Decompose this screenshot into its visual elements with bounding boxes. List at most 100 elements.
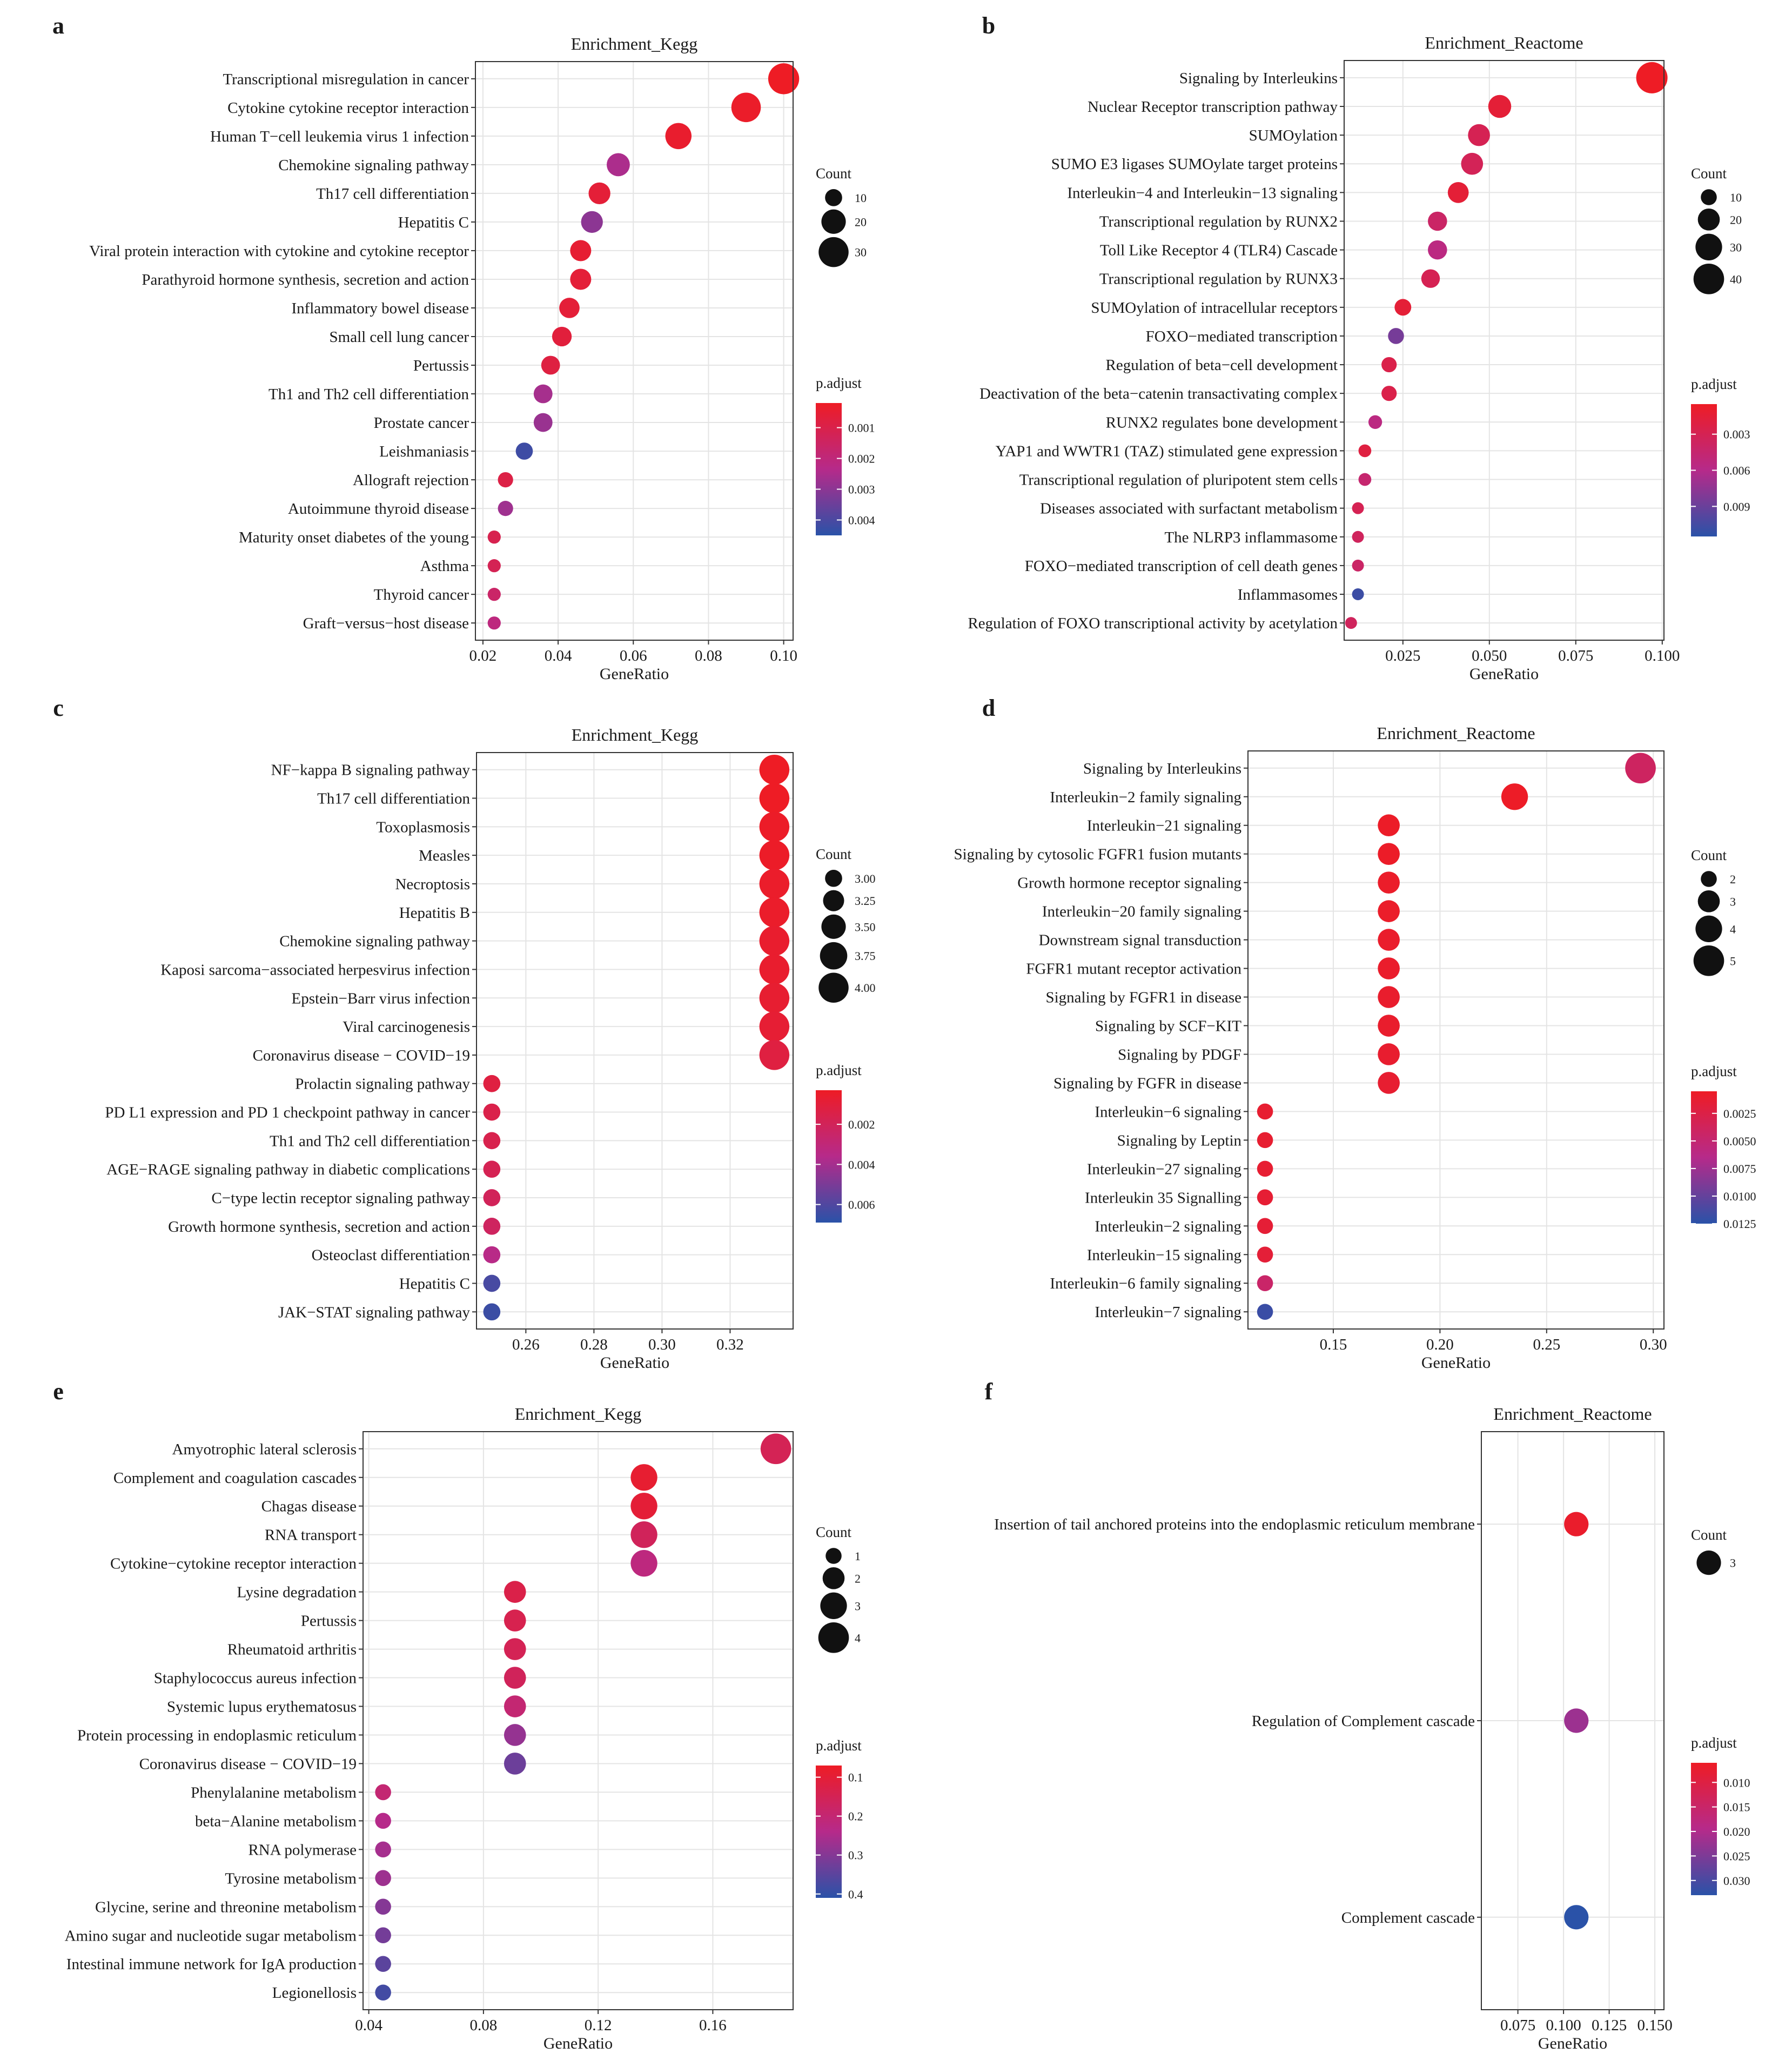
color-legend: p.adjust 0.002 0.004 0.006 <box>816 1062 875 1223</box>
data-point <box>1352 559 1364 572</box>
term-label: Deactivation of the beta−catenin transac… <box>979 385 1338 402</box>
data-point <box>1358 444 1372 458</box>
color-legend-label: 0.0025 <box>1723 1107 1756 1120</box>
term-label: Interleukin−6 family signaling <box>1050 1275 1241 1292</box>
term-label: Interleukin−21 signaling <box>1087 817 1241 835</box>
size-legend-dot <box>823 890 844 911</box>
data-point <box>630 1550 657 1577</box>
term-label: Transcriptional regulation by RUNX2 <box>1099 213 1338 230</box>
data-point <box>570 269 592 290</box>
size-legend-dot <box>822 1567 845 1589</box>
panel-b: b Enrichment_Reactome Signaling by Interle… <box>968 12 1750 683</box>
size-legend-label: 20 <box>855 215 867 229</box>
term-label: Epstein−Barr virus infection <box>292 990 471 1007</box>
size-legend-label: 30 <box>1730 240 1742 254</box>
color-legend-label: 0.010 <box>1723 1776 1750 1789</box>
term-label: FOXO−mediated transcription of cell deat… <box>1025 558 1338 575</box>
data-point <box>483 1103 501 1121</box>
term-label: Signaling by SCF−KIT <box>1095 1018 1241 1035</box>
x-tick-label: 0.075 <box>1500 2017 1535 2034</box>
term-label: Tyrosine metabolism <box>225 1870 357 1887</box>
term-label: Cytokine cytokine receptor interaction <box>227 99 469 117</box>
data-point <box>731 92 761 123</box>
x-tick-label: 0.32 <box>716 1336 744 1353</box>
term-label: Toll Like Receptor 4 (TLR4) Cascade <box>1100 242 1338 259</box>
term-label: Osteoclast differentiation <box>312 1247 471 1264</box>
size-legend-label: 3.75 <box>855 949 876 963</box>
data-point <box>759 840 790 870</box>
term-label: Prostate cancer <box>374 414 469 432</box>
data-point <box>759 897 790 928</box>
color-legend-bar <box>1691 1091 1717 1224</box>
x-axis-title: GeneRatio <box>1421 1354 1491 1372</box>
data-point <box>375 1898 391 1915</box>
size-legend-title: Count <box>816 1524 852 1540</box>
data-point <box>1257 1132 1273 1149</box>
term-label: Transcriptional regulation by RUNX3 <box>1099 271 1338 288</box>
term-label: Signaling by Interleukins <box>1083 760 1241 777</box>
term-label: Cytokine−cytokine receptor interaction <box>110 1555 357 1573</box>
panel-c: c Enrichment_Kegg NF−kappa B signaling pat… <box>53 695 875 1372</box>
panel-letter-d: d <box>982 695 995 721</box>
data-point <box>1428 240 1447 260</box>
color-legend-label: 0.0075 <box>1723 1162 1756 1176</box>
chart-title: Enrichment_Reactome <box>1425 33 1583 52</box>
term-label: Chemokine signaling pathway <box>278 157 469 174</box>
color-legend-title: p.adjust <box>816 1737 862 1754</box>
data-point <box>1378 957 1400 979</box>
term-label: Interleukin−27 signaling <box>1087 1160 1241 1178</box>
size-legend-title: Count <box>816 165 852 182</box>
x-tick-label: 0.08 <box>695 647 722 664</box>
color-legend: p.adjust 0.1 0.2 0.3 0.4 <box>816 1737 863 1901</box>
term-label: Leishmaniasis <box>379 443 469 460</box>
data-point <box>1257 1275 1273 1292</box>
size-legend-dot <box>818 1622 849 1653</box>
x-tick-label: 0.075 <box>1558 647 1593 664</box>
data-point <box>375 1784 391 1801</box>
color-legend: p.adjust 0.003 0.006 0.009 <box>1691 376 1750 536</box>
data-point <box>375 1870 391 1887</box>
term-label: Small cell lung cancer <box>330 328 469 346</box>
term-label: Interleukin−4 and Interleukin−13 signali… <box>1067 184 1338 202</box>
color-legend-label: 0.004 <box>848 1158 875 1171</box>
term-label: The NLRP3 inflammasome <box>1164 529 1338 546</box>
size-legend-label: 3 <box>1730 1556 1736 1570</box>
data-point <box>375 1984 391 2001</box>
term-label: Th1 and Th2 cell differentiation <box>270 1132 470 1150</box>
term-label: Viral carcinogenesis <box>343 1018 470 1036</box>
data-point <box>607 153 630 177</box>
term-label: NF−kappa B signaling pathway <box>271 762 471 779</box>
data-point <box>1461 152 1484 175</box>
color-legend-label: 0.4 <box>848 1888 863 1901</box>
data-point <box>759 783 790 814</box>
data-point <box>487 531 501 544</box>
term-label: Transcriptional misregulation in cancer <box>223 71 469 88</box>
size-legend-dot <box>818 237 849 267</box>
term-label: Allograft rejection <box>353 472 469 489</box>
term-label: Asthma <box>420 558 469 575</box>
data-point <box>759 925 790 956</box>
data-point <box>1257 1103 1273 1120</box>
data-point <box>630 1464 657 1491</box>
panel-letter-f: f <box>985 1378 994 1405</box>
data-point <box>1378 814 1400 837</box>
x-tick-label: 0.100 <box>1645 647 1680 664</box>
term-label: SUMO E3 ligases SUMOylate target protein… <box>1051 156 1338 173</box>
color-legend-label: 0.009 <box>1723 500 1750 513</box>
data-point <box>483 1246 501 1264</box>
color-legend-label: 0.2 <box>848 1810 863 1823</box>
data-point <box>1564 1905 1589 1930</box>
data-point <box>487 616 501 630</box>
data-point <box>1352 588 1364 601</box>
data-point <box>552 326 572 347</box>
size-legend-dot <box>1695 915 1722 942</box>
size-legend-label: 2 <box>855 1572 861 1585</box>
term-label: Necroptosis <box>395 876 470 893</box>
color-legend-label: 0.004 <box>848 514 875 527</box>
data-point <box>1625 753 1656 784</box>
